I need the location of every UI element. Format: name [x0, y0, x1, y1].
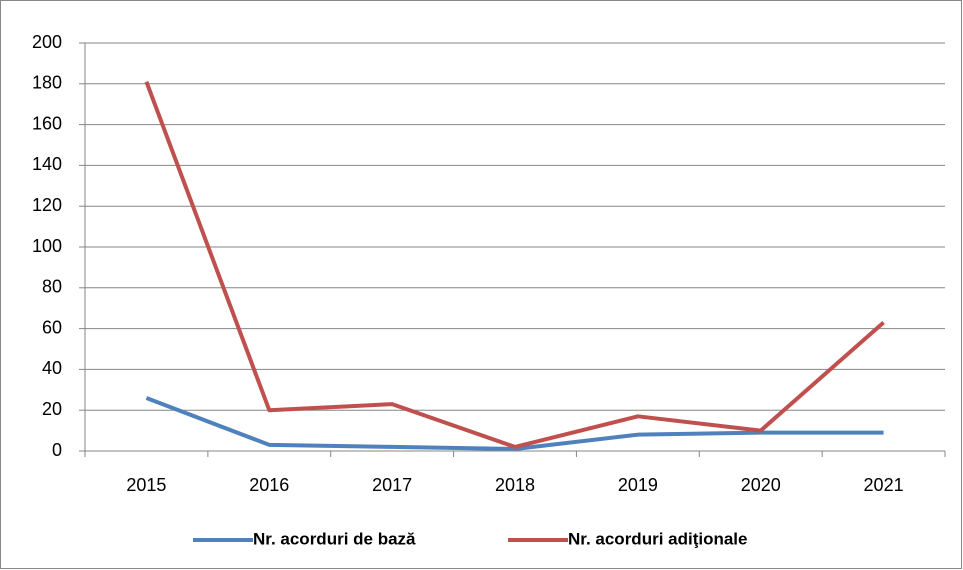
x-tick-label: 2017: [372, 475, 412, 495]
x-tick-label: 2015: [126, 475, 166, 495]
y-tick-label: 40: [42, 358, 62, 378]
y-tick-label: 140: [32, 154, 62, 174]
legend-label: Nr. acorduri adiţionale: [568, 529, 748, 548]
x-tick-label: 2021: [864, 475, 904, 495]
y-tick-label: 0: [52, 440, 62, 460]
y-tick-label: 60: [42, 317, 62, 337]
x-tick-label: 2020: [741, 475, 781, 495]
x-tick-label: 2018: [495, 475, 535, 495]
series-line: [145, 396, 884, 451]
x-tick-label: 2019: [618, 475, 658, 495]
y-tick-label: 180: [32, 73, 62, 93]
y-tick-label: 160: [32, 113, 62, 133]
y-tick-label: 20: [42, 399, 62, 419]
y-tick-label: 200: [32, 32, 62, 52]
series-line: [144, 81, 885, 449]
legend-label: Nr. acorduri de bază: [253, 529, 416, 548]
y-tick-label: 100: [32, 236, 62, 256]
y-tick-label: 80: [42, 277, 62, 297]
x-tick-label: 2016: [249, 475, 289, 495]
y-tick-label: 120: [32, 195, 62, 215]
